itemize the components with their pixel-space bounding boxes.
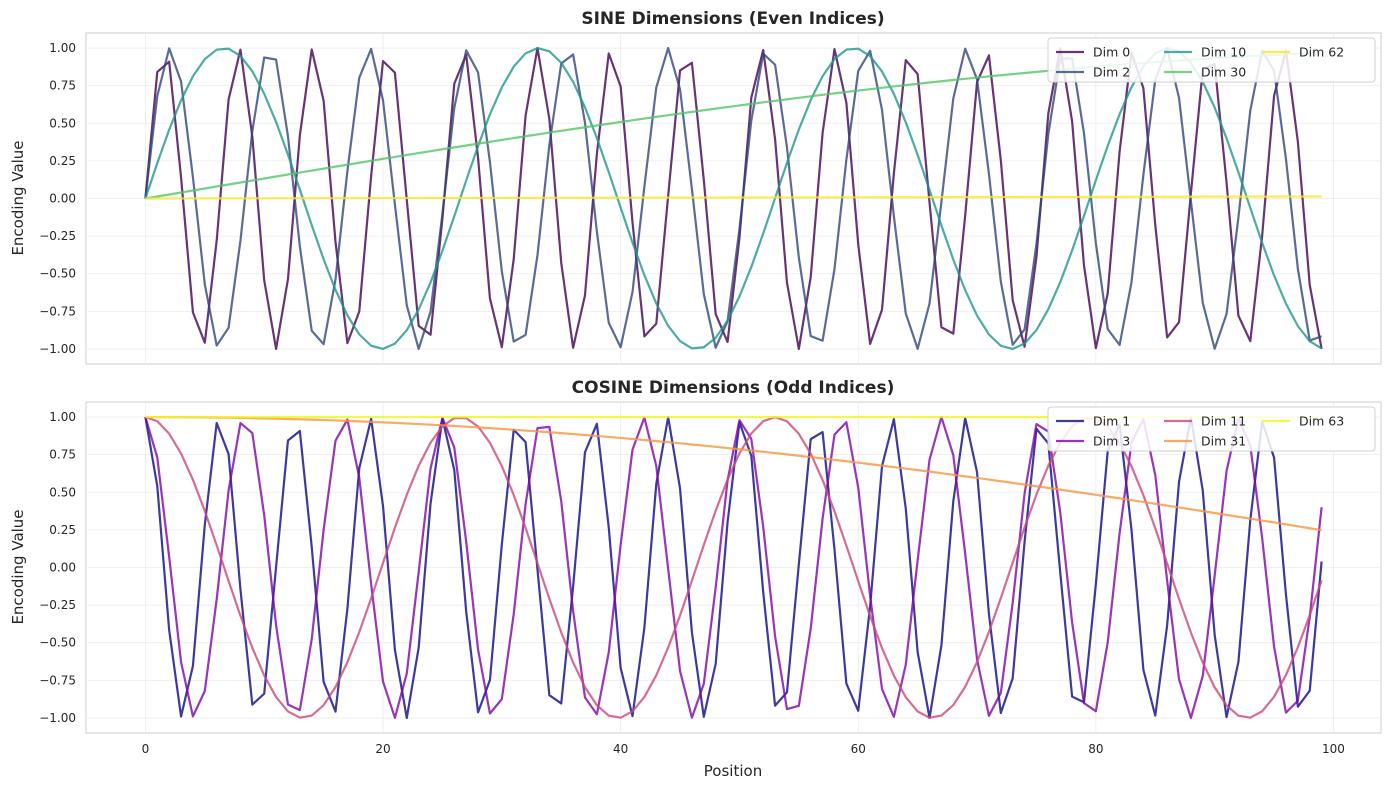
cosine-y-ticks: −1.00 −0.75 −0.50 −0.25 0.00 0.25 0.50 0.75 1.00 <box>39 410 76 725</box>
sine-chart-title: SINE Dimensions (Even Indices) <box>581 9 884 29</box>
y-tick-label: −0.25 <box>39 598 76 612</box>
y-tick-label: −0.50 <box>39 636 76 650</box>
legend-label: Dim 62 <box>1299 45 1344 60</box>
legend-label: Dim 10 <box>1201 45 1246 60</box>
x-tick-label: 100 <box>1322 742 1345 756</box>
y-tick-label: 0.50 <box>49 116 76 130</box>
x-tick-label: 0 <box>142 742 150 756</box>
x-tick-label: 60 <box>851 742 866 756</box>
y-tick-label: 0.50 <box>49 485 76 499</box>
cosine-legend: Dim 1 Dim 3 Dim 11 Dim 31 Dim 63 <box>1047 406 1376 452</box>
sine-y-ticks: −1.00 −0.75 −0.50 −0.25 0.00 0.25 0.50 0.75 1.00 <box>39 41 76 356</box>
series-line-dim-1 <box>144 415 1323 720</box>
y-tick-label: 1.00 <box>49 41 76 55</box>
sine-panel: −1.00 −0.75 −0.50 −0.25 0.00 0.25 0.50 0.75 1.00… <box>9 9 1382 365</box>
y-tick-label: −0.75 <box>39 304 76 318</box>
legend-box <box>1047 37 1376 83</box>
legend-label: Dim 3 <box>1093 434 1130 449</box>
y-tick-label: 0.75 <box>49 79 76 93</box>
legend-box <box>1047 406 1376 452</box>
sine-legend: Dim 0 Dim 2 Dim 10 Dim 30 Dim 62 <box>1047 37 1376 83</box>
y-tick-label: 0.75 <box>49 448 76 462</box>
legend-label: Dim 0 <box>1093 45 1130 60</box>
legend-label: Dim 30 <box>1201 65 1246 80</box>
y-tick-label: −0.75 <box>39 673 76 687</box>
legend-label: Dim 2 <box>1093 65 1130 80</box>
x-tick-label: 40 <box>613 742 628 756</box>
cosine-panel: 0 20 40 60 80 100 −1.00 −0.75 −0.50 −0.25 0.00 0.2… <box>9 378 1382 780</box>
legend-label: Dim 11 <box>1201 414 1246 429</box>
y-tick-label: −1.00 <box>39 711 76 725</box>
cosine-chart-title: COSINE Dimensions (Odd Indices) <box>572 378 895 398</box>
y-tick-label: −0.50 <box>39 267 76 281</box>
y-tick-label: 1.00 <box>49 410 76 424</box>
series-line-dim-11 <box>145 415 1323 719</box>
legend-label: Dim 63 <box>1299 414 1344 429</box>
x-tick-label: 80 <box>1088 742 1103 756</box>
series-line-dim-62 <box>145 195 1322 200</box>
y-tick-label: −1.00 <box>39 342 76 356</box>
legend-label: Dim 1 <box>1093 414 1130 429</box>
y-tick-label: 0.00 <box>49 192 76 206</box>
x-axis-label: Position <box>704 762 762 780</box>
y-tick-label: 0.25 <box>49 154 76 168</box>
series-line-dim-31 <box>145 415 1322 532</box>
cosine-x-ticks: 0 20 40 60 80 100 <box>142 742 1345 756</box>
y-tick-label: 0.00 <box>49 561 76 575</box>
legend-label: Dim 31 <box>1201 434 1246 449</box>
series-line-dim-2 <box>144 46 1322 350</box>
sine-y-axis-label: Encoding Value <box>9 140 27 255</box>
x-tick-label: 20 <box>375 742 390 756</box>
y-tick-label: 0.25 <box>49 523 76 537</box>
cosine-y-axis-label: Encoding Value <box>9 509 27 624</box>
y-tick-label: −0.25 <box>39 229 76 243</box>
series-line-dim-10 <box>144 46 1323 350</box>
series-line-dim-3 <box>144 415 1323 720</box>
